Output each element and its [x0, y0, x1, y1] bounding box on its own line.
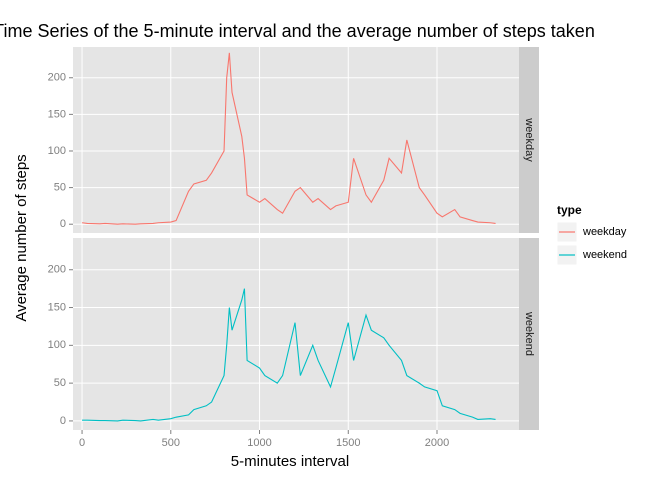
y-tick-label: 0	[60, 218, 66, 230]
panel-background	[73, 47, 519, 233]
y-tick-label: 50	[54, 377, 66, 389]
x-tick-label: 2000	[425, 437, 449, 449]
facet-strip-label: weekend	[523, 311, 535, 356]
y-axis-label: Average number of steps	[13, 154, 30, 321]
x-axis-label: 5-minutes interval	[231, 453, 349, 470]
facet-strip	[519, 238, 539, 430]
x-tick-label: 1500	[336, 437, 360, 449]
x-tick-label: 500	[162, 437, 180, 449]
y-tick-label: 100	[48, 339, 66, 351]
y-tick-label: 0	[60, 415, 66, 427]
facet-strip	[519, 47, 539, 233]
legend-title: type	[557, 203, 582, 217]
y-tick-label: 50	[54, 182, 66, 194]
y-tick-label: 150	[48, 301, 66, 313]
series-line	[82, 288, 496, 422]
y-tick-label: 200	[48, 72, 66, 84]
legend-label: weekend	[582, 249, 627, 261]
y-tick-label: 100	[48, 145, 66, 157]
legend-label: weekday	[582, 226, 627, 238]
chart-title: Time Series of the 5-minute interval and…	[0, 21, 595, 41]
x-tick-label: 1000	[247, 437, 271, 449]
y-tick-label: 200	[48, 264, 66, 276]
y-tick-label: 150	[48, 108, 66, 120]
facet-strip-label: weekday	[523, 117, 535, 162]
x-tick-label: 0	[79, 437, 85, 449]
series-line	[81, 52, 496, 225]
